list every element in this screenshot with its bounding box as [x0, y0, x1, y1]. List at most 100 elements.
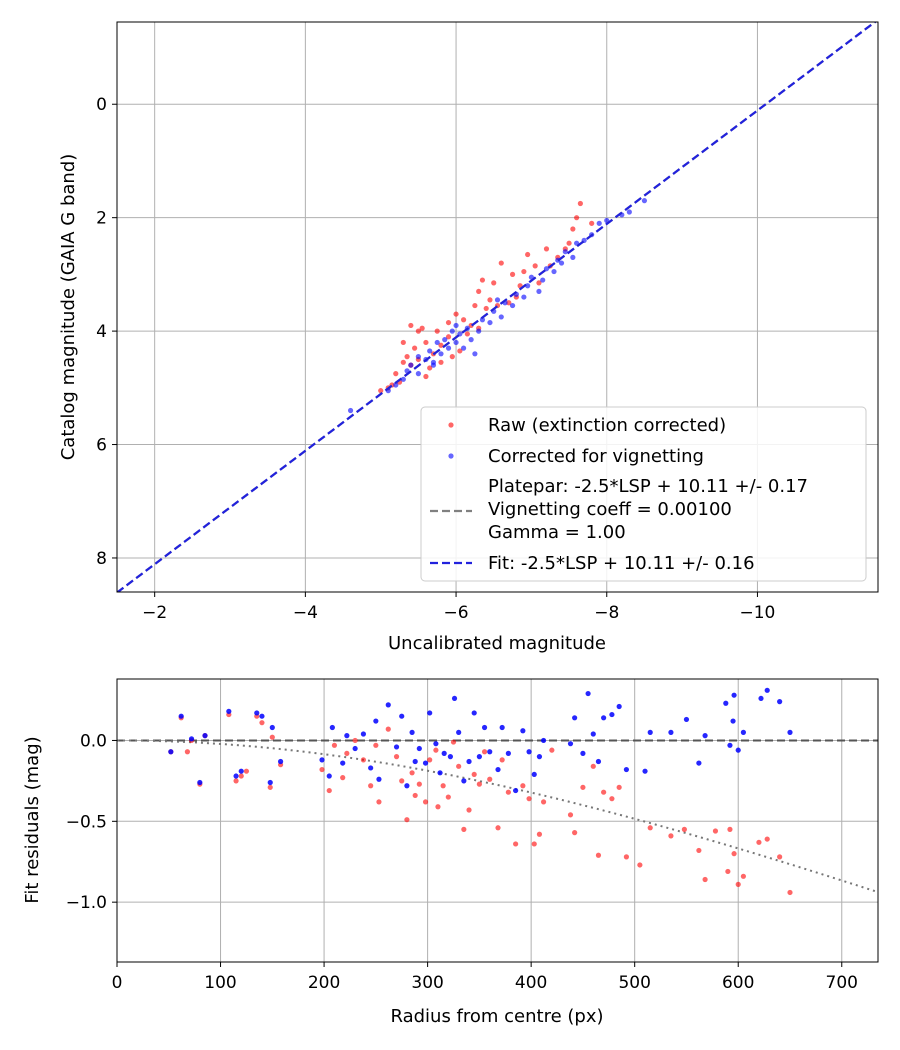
top-y-tick-label: 4: [96, 322, 107, 342]
raw-residual-point: [360, 757, 367, 763]
corrected-point: [641, 198, 648, 204]
corrected-point: [525, 283, 531, 289]
raw-residual-point: [331, 742, 338, 748]
corrected-residual-point: [259, 713, 265, 719]
corrected-residual-point: [427, 710, 433, 716]
raw-residual-point: [393, 754, 400, 760]
corrected-point: [536, 288, 542, 295]
raw-point: [449, 354, 455, 360]
corrected-residual-point: [495, 766, 501, 773]
corrected-residual-point: [536, 754, 543, 760]
raw-residual-point: [476, 781, 482, 787]
corrected-residual-point: [740, 729, 747, 735]
corrected-residual-point: [668, 729, 674, 735]
corrected-point: [509, 302, 516, 309]
raw-point: [400, 359, 406, 365]
raw-residual-point: [481, 749, 488, 755]
raw-residual-point: [572, 830, 578, 836]
raw-point: [445, 319, 452, 326]
raw-residual-point: [740, 873, 747, 879]
corrected-residual-point: [461, 778, 467, 784]
raw-residual-point: [340, 775, 346, 781]
legend-raw-label: Raw (extinction corrected): [488, 415, 726, 436]
corrected-residual-point: [202, 733, 208, 739]
raw-residual-point: [495, 825, 501, 831]
bottom-plot: 0 100 200 300 400 500 600 700 0.0 −0.5 −1.0 Radius…: [22, 678, 879, 1027]
corrected-point: [468, 337, 474, 343]
corrected-point: [487, 319, 493, 326]
corrected-residual-point: [487, 749, 493, 755]
corrected-residual-point: [269, 724, 275, 731]
raw-residual-point: [433, 747, 439, 753]
corrected-residual-point: [226, 708, 232, 714]
corrected-residual-point: [580, 750, 586, 756]
bottom-marks: [117, 687, 878, 896]
corrected-residual-point: [393, 744, 400, 750]
corrected-residual-point: [595, 758, 602, 765]
raw-point: [472, 302, 478, 309]
corrected-residual-point: [616, 703, 622, 710]
raw-residual-point: [487, 776, 493, 782]
raw-point: [393, 371, 399, 377]
raw-residual-point: [344, 750, 350, 756]
corrected-residual-point: [601, 715, 607, 721]
corrected-residual-point: [702, 733, 708, 739]
corrected-residual-point: [683, 716, 690, 723]
raw-residual-point: [427, 757, 433, 763]
corrected-residual-point: [360, 731, 367, 737]
corrected-residual-point: [499, 724, 505, 731]
raw-residual-point: [352, 737, 358, 744]
corrected-residual-point: [233, 773, 239, 779]
raw-residual-point: [404, 817, 410, 823]
raw-point: [476, 288, 482, 295]
raw-residual-point: [326, 787, 332, 794]
raw-residual-point: [777, 854, 783, 860]
legend-fit-label: Fit: -2.5*LSP + 10.11 +/- 0.16: [488, 553, 755, 574]
legend-box: [420, 406, 867, 582]
raw-point: [498, 260, 504, 266]
raw-point: [438, 342, 444, 348]
bottom-x-tick-label: 400: [515, 973, 547, 993]
corrected-point: [570, 254, 576, 260]
corrected-residual-point: [238, 768, 244, 774]
corrected-residual-point: [531, 771, 537, 778]
corrected-residual-point: [513, 787, 519, 794]
corrected-point: [498, 314, 504, 320]
corrected-residual-point: [188, 736, 195, 742]
corrected-residual-point: [447, 754, 453, 760]
corrected-residual-point: [451, 695, 458, 702]
raw-residual-point: [269, 734, 275, 740]
corrected-point: [562, 249, 568, 255]
bottom-x-tick-label: 100: [204, 973, 236, 993]
corrected-residual-point: [437, 770, 443, 776]
bottom-y-tick-label: −1.0: [66, 893, 107, 913]
corrected-residual-point: [456, 729, 462, 735]
raw-residual-point: [681, 826, 687, 832]
raw-residual-point: [243, 768, 250, 774]
raw-residual-point: [445, 794, 451, 800]
raw-residual-point: [595, 852, 602, 858]
top-plot-clip: [117, 22, 877, 592]
raw-point: [423, 339, 429, 346]
top-x-tick-label: −2: [142, 603, 167, 623]
raw-point: [570, 226, 576, 232]
raw-residual-point: [756, 839, 762, 845]
corrected-residual-point: [376, 776, 382, 782]
top-ticks: −2 −4 −6 −8 −10 0 2 4 6 8: [96, 95, 775, 623]
corrected-residual-point: [623, 766, 630, 773]
raw-residual-point: [647, 825, 653, 831]
bottom-y-tick-label: 0.0: [80, 731, 107, 751]
raw-residual-point: [499, 757, 505, 763]
top-x-tick-label: −4: [293, 603, 318, 623]
raw-point: [457, 348, 463, 354]
raw-point: [445, 334, 452, 340]
bottom-x-tick-label: 700: [826, 973, 858, 993]
raw-point: [521, 268, 527, 275]
raw-residual-point: [184, 749, 191, 755]
bottom-y-tick-label: −0.5: [66, 812, 107, 832]
corrected-residual-point: [168, 749, 174, 755]
corrected-point: [434, 339, 440, 346]
raw-point: [415, 328, 421, 334]
raw-residual-point: [787, 889, 793, 896]
corrected-residual-point: [433, 741, 439, 747]
